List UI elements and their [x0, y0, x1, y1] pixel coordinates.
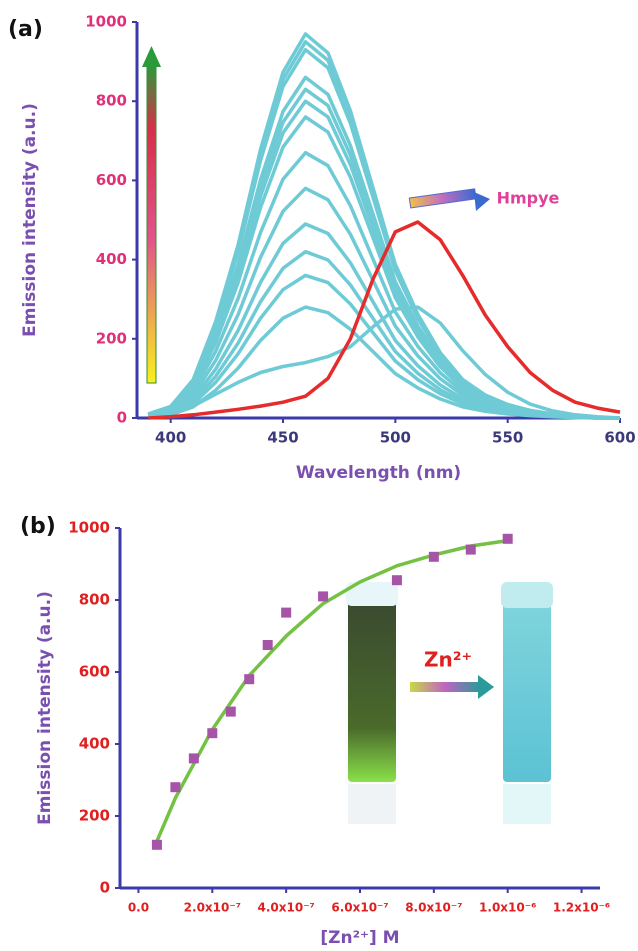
- x-tick-label: 0.0: [128, 901, 149, 915]
- x-tick-label: 1.0x10⁻⁶: [479, 901, 536, 915]
- data-point: [465, 544, 476, 555]
- y-tick-label: 600: [96, 171, 127, 189]
- data-point: [281, 607, 292, 618]
- x-axis-title: Wavelength (nm): [296, 463, 461, 483]
- y-tick-label: 200: [79, 807, 110, 825]
- y-axis-title: Emission intensity (a.u.): [20, 103, 40, 337]
- x-tick-label: 4.0x10⁻⁷: [258, 901, 315, 915]
- y-tick-label: 0: [100, 879, 110, 897]
- y-tick-label: 400: [96, 250, 127, 268]
- data-point: [170, 782, 181, 793]
- data-point: [428, 551, 439, 562]
- data-point: [207, 728, 218, 739]
- x-tick-label: 400: [155, 429, 186, 447]
- annotation: Zn²⁺: [424, 648, 472, 672]
- y-tick-label: 1000: [85, 13, 127, 31]
- y-tick-label: 800: [96, 92, 127, 110]
- data-point: [225, 706, 236, 717]
- data-point: [391, 575, 402, 586]
- data-point: [244, 674, 255, 685]
- y-tick-label: 0: [117, 409, 127, 427]
- zn-arrow: [410, 675, 494, 699]
- vial-after: [501, 582, 553, 824]
- y-tick-label: 800: [79, 591, 110, 609]
- data-point: [502, 533, 513, 544]
- x-axis-title: [Zn²⁺] M: [320, 928, 399, 948]
- series-line: [148, 305, 620, 420]
- data-point: [318, 591, 329, 602]
- x-tick-label: 450: [267, 429, 298, 447]
- x-tick-label: 8.0x10⁻⁷: [405, 901, 462, 915]
- y-tick-label: 400: [79, 735, 110, 753]
- panel-label: (a): [8, 17, 43, 42]
- data-point: [188, 753, 199, 764]
- annotation: Hmpye: [497, 189, 560, 208]
- series-line: [148, 220, 621, 420]
- y-axis-title: Emission intensity (a.u.): [35, 591, 55, 825]
- y-tick-label: 200: [96, 329, 127, 347]
- x-tick-label: 6.0x10⁻⁷: [331, 901, 388, 915]
- panel-label: (b): [20, 514, 56, 539]
- hmpye-arrow: [408, 188, 490, 211]
- series-line: [155, 538, 508, 842]
- data-point: [262, 640, 273, 650]
- x-tick-label: 1.2x10⁻⁶: [553, 901, 610, 915]
- y-tick-label: 1000: [68, 519, 110, 537]
- y-tick-label: 600: [79, 663, 110, 681]
- intensity-arrow: [142, 46, 161, 384]
- data-point: [151, 839, 162, 850]
- x-tick-label: 600: [604, 429, 635, 447]
- x-tick-label: 550: [492, 429, 523, 447]
- vial-before: [345, 582, 399, 824]
- x-tick-label: 2.0x10⁻⁷: [184, 901, 241, 915]
- series-line: [147, 305, 621, 420]
- x-tick-label: 500: [380, 429, 411, 447]
